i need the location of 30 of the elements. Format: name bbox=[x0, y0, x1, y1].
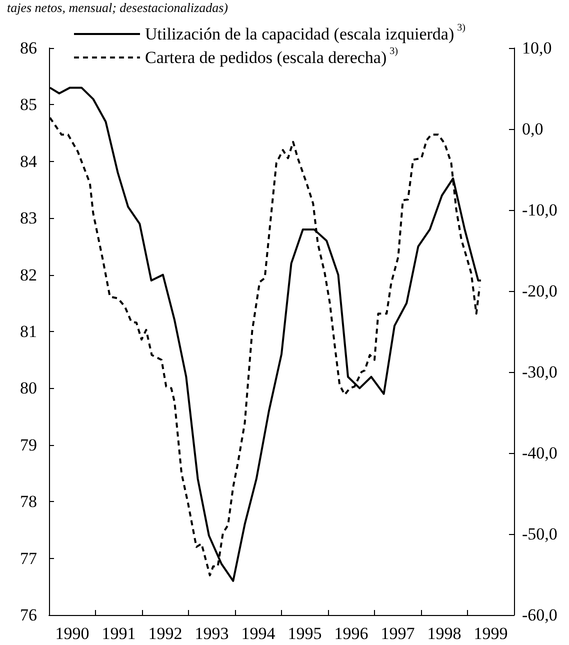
y-tick-label: 76 bbox=[20, 606, 37, 624]
x-tick-label: 1998 bbox=[427, 624, 462, 643]
y2-tick-label: -50,0 bbox=[522, 524, 558, 544]
x-tick-label: 1991 bbox=[102, 624, 136, 643]
y-tick-label: 79 bbox=[20, 435, 37, 454]
y-tick-label: 85 bbox=[20, 95, 37, 114]
x-tick-label: 1993 bbox=[194, 624, 229, 643]
y2-tick-label: 10,0 bbox=[522, 38, 552, 58]
y2-tick-label: -30,0 bbox=[522, 362, 558, 382]
x-tick-label: 1994 bbox=[241, 624, 276, 643]
y-tick-label: 82 bbox=[20, 265, 37, 284]
y2-tick-label: -60,0 bbox=[522, 606, 558, 624]
y-tick-label: 78 bbox=[20, 492, 37, 512]
x-tick-label: 1999 bbox=[474, 624, 508, 643]
y-tick-label: 81 bbox=[20, 322, 37, 341]
x-tick-label: 1992 bbox=[148, 624, 182, 643]
y-tick-label: 86 bbox=[20, 38, 37, 58]
x-tick-label: 1995 bbox=[288, 624, 322, 643]
x-tick-label: 1990 bbox=[55, 624, 90, 643]
y-tick-label: 77 bbox=[20, 548, 38, 568]
y2-tick-label: -10,0 bbox=[522, 200, 558, 220]
chart-subtitle: tajes netos, mensual; desestacionalizadas) bbox=[7, 0, 228, 15]
y-tick-label: 84 bbox=[20, 152, 38, 171]
y2-tick-label: -40,0 bbox=[522, 444, 558, 462]
x-tick-label: 1997 bbox=[380, 624, 416, 643]
x-tick-label: 1996 bbox=[334, 624, 368, 643]
y2-tick-label: 0,0 bbox=[522, 120, 544, 138]
y2-tick-label: -20,0 bbox=[522, 282, 558, 300]
y-tick-label: 83 bbox=[20, 208, 37, 228]
y-tick-label: 80 bbox=[20, 378, 37, 398]
